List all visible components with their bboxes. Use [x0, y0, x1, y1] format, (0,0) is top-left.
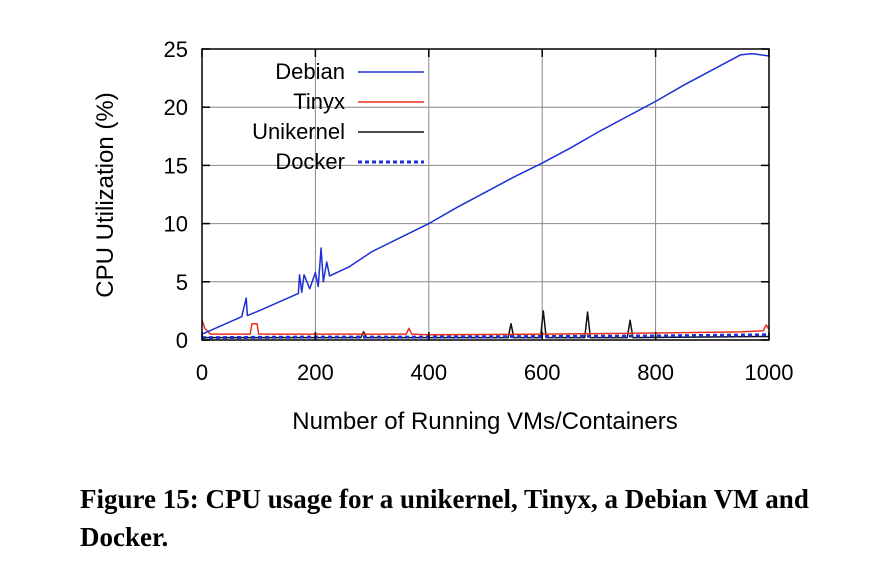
- legend: Debian Tinyx Unikernel Docker: [252, 59, 424, 174]
- x-axis-ticks: 0 200 400 600 800 1000: [196, 49, 794, 385]
- legend-label-debian: Debian: [275, 59, 345, 84]
- x-tick-label: 1000: [745, 360, 794, 385]
- chart: 0 5 10 15 20 25 0 200 400 600 800 1000 Number of R…: [92, 37, 794, 435]
- grid-lines: [202, 49, 769, 340]
- legend-label-unikernel: Unikernel: [252, 119, 345, 144]
- x-tick-label: 600: [524, 360, 561, 385]
- y-tick-label: 15: [164, 153, 188, 178]
- y-axis-label: CPU Utilization (%): [92, 92, 119, 297]
- y-axis-ticks: 0 5 10 15 20 25: [164, 37, 769, 353]
- series-line-tinyx: [201, 319, 770, 336]
- y-tick-label: 25: [164, 37, 188, 62]
- figure-caption: Figure 15: CPU usage for a unikernel, Ti…: [80, 484, 809, 552]
- x-tick-label: 200: [297, 360, 334, 385]
- y-tick-label: 5: [176, 270, 188, 295]
- x-tick-label: 400: [410, 360, 447, 385]
- series-line-docker: [201, 333, 770, 340]
- x-axis-label: Number of Running VMs/Containers: [292, 408, 678, 435]
- plot-lines: [201, 52, 770, 340]
- y-tick-label: 20: [164, 95, 188, 120]
- legend-label-docker: Docker: [275, 149, 345, 174]
- y-tick-label: 10: [164, 212, 188, 237]
- series-line-debian: [201, 52, 770, 335]
- x-tick-label: 800: [637, 360, 674, 385]
- legend-label-tinyx: Tinyx: [293, 89, 345, 114]
- y-tick-label: 0: [176, 328, 188, 353]
- x-tick-label: 0: [196, 360, 208, 385]
- plot-area-frame: [201, 48, 770, 341]
